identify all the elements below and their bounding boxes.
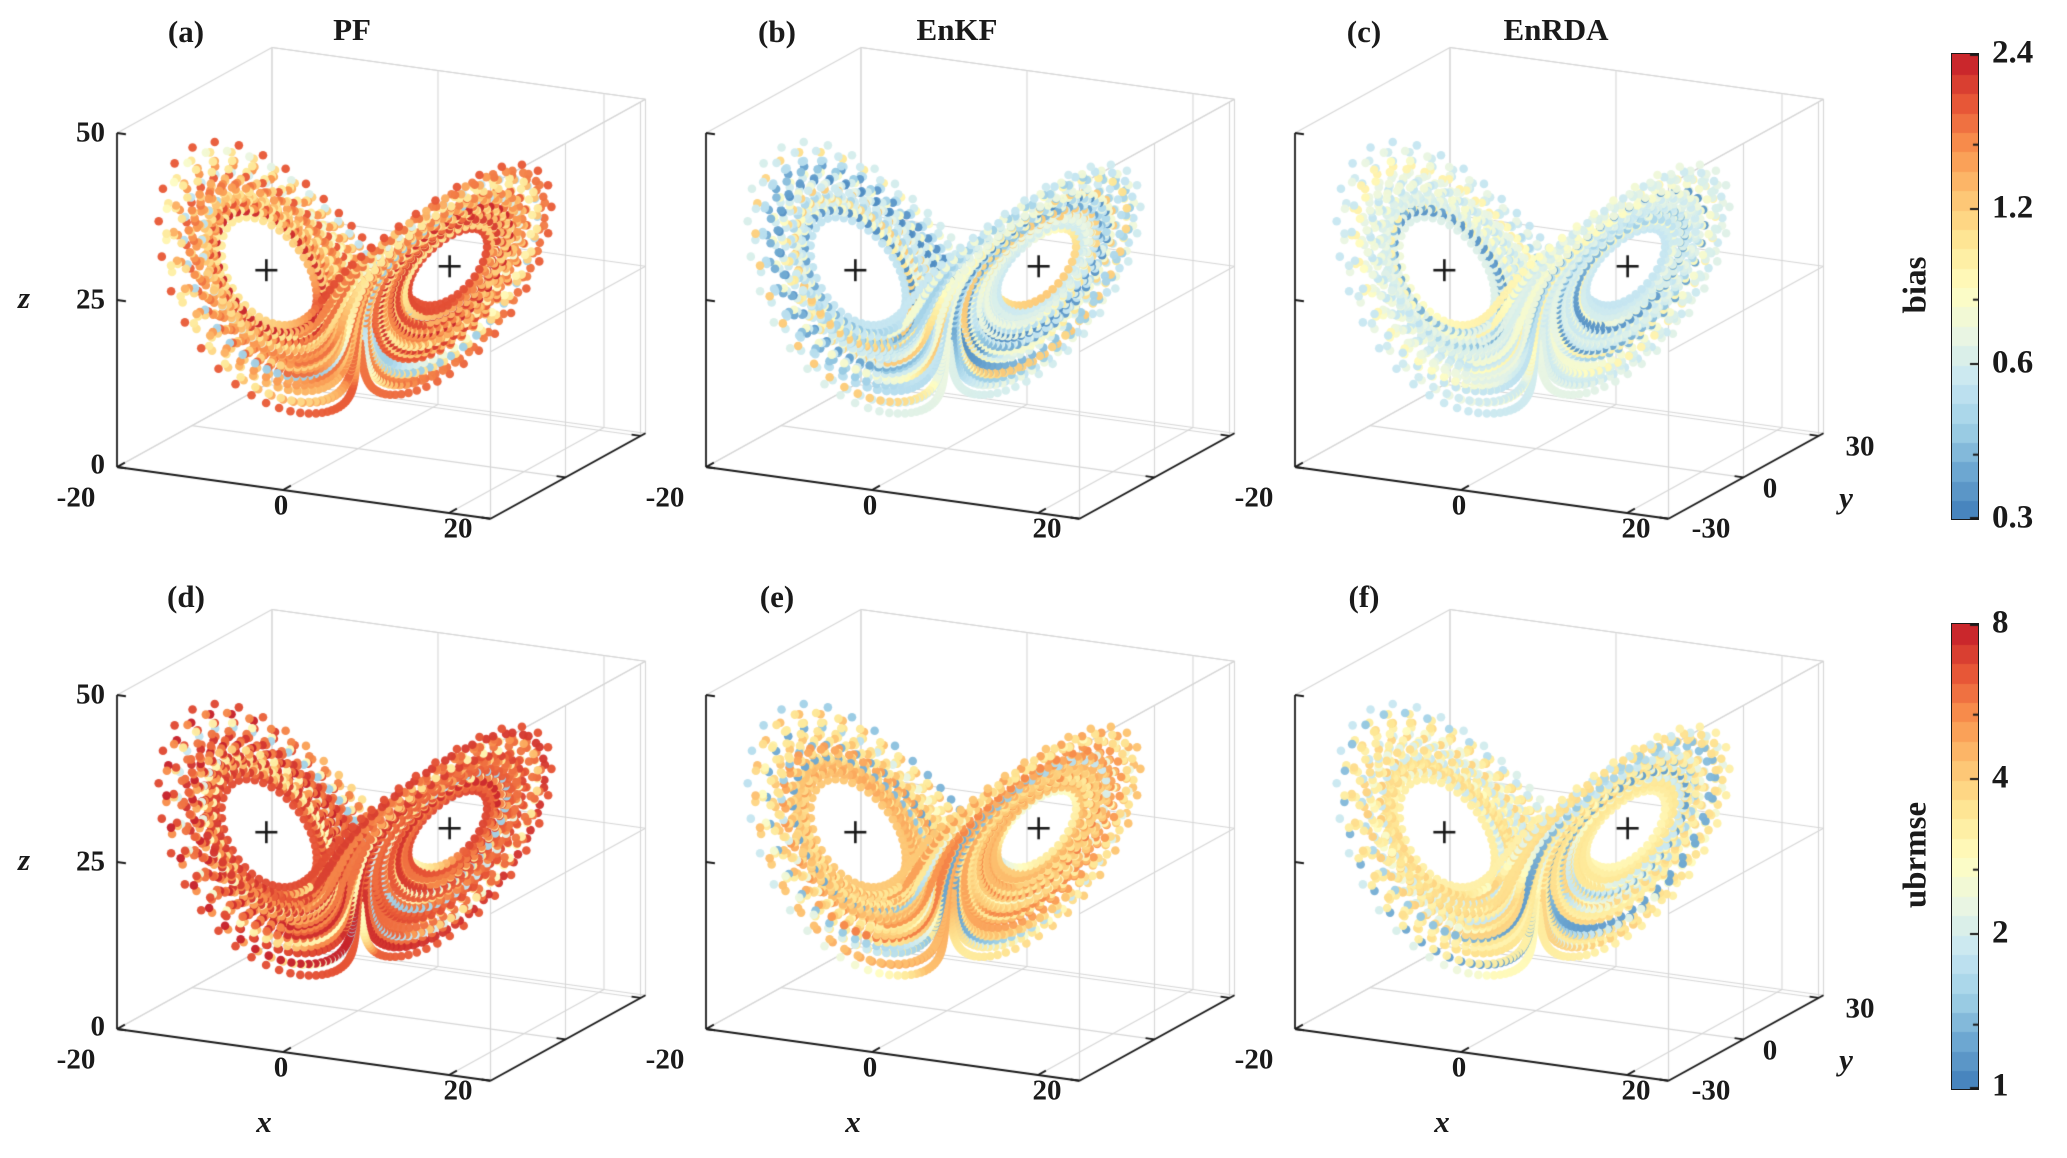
panel-f-enrda-ubrmse: (f) -20 0 20 x 30 0 -30 y: [1178, 562, 1918, 1158]
colorbar-title-bias: bias: [1897, 256, 1934, 314]
x-axis-tick-label: -20: [645, 1043, 685, 1076]
x-axis-tick-label: -20: [645, 481, 685, 514]
y-axis-label: y: [1839, 480, 1853, 515]
panel-letter: (e): [759, 579, 795, 614]
panel-c-enrda-bias: (c) EnRDA -20 0 20 30 0 -30 y: [1178, 0, 1918, 596]
colorbar-tick-label: 2.4: [1992, 34, 2034, 71]
panel-e-enkf-ubrmse: (e) -20 0 20 x: [589, 562, 1329, 1158]
x-axis-tick-label: 0: [1451, 1051, 1467, 1084]
x-axis-tick-label: 0: [273, 1051, 289, 1084]
panel-title: PF: [333, 12, 371, 47]
panel-d-pf-ubrmse: (d) 50 25 0 z -20 0 20 x: [0, 562, 740, 1158]
z-axis-tick-label: 50: [76, 678, 105, 711]
colorbar-title-ubrmse: ubrmse: [1897, 801, 1934, 909]
panel-letter: (b): [758, 14, 796, 49]
panel-b-enkf-bias: (b) EnKF -20 0 20: [589, 0, 1329, 596]
colorbar-tick-label: 4: [1992, 759, 2009, 796]
x-axis-tick-label: 20: [443, 512, 473, 545]
z-axis-label: z: [17, 280, 31, 315]
colorbar-tick-label: 2: [1992, 914, 2009, 951]
z-axis-label: z: [17, 842, 31, 877]
panel-letter: (c): [1346, 14, 1382, 49]
colorbar-tick-label: 0.6: [1992, 344, 2034, 381]
y-axis-tick-label: -30: [1691, 512, 1731, 545]
x-axis-tick-label: 20: [1032, 512, 1062, 545]
y-axis-tick-label: 30: [1845, 992, 1875, 1025]
panel-a-pf-bias: (a) PF 50 25 0 z -20 0 20: [0, 0, 740, 596]
panel-letter: (f): [1348, 579, 1380, 614]
colorbar-tick-label: 1: [1992, 1067, 2009, 1104]
y-axis-tick-label: 30: [1845, 430, 1875, 463]
x-axis-tick-label: 0: [1451, 489, 1467, 522]
z-axis-tick-label: 0: [90, 1010, 106, 1043]
z-axis-tick-label: 0: [90, 448, 106, 481]
panel-letter: (d): [167, 579, 205, 614]
panel-letter: (a): [167, 14, 205, 49]
y-axis-tick-label: 0: [1762, 472, 1778, 505]
scatter-plot-canvas-c: [1178, 0, 1918, 562]
x-axis-tick-label: -20: [56, 1043, 96, 1076]
z-axis-tick-label: 25: [76, 283, 105, 316]
colorbar-tick-label: 1.2: [1992, 189, 2034, 226]
panel-title: EnKF: [916, 12, 998, 47]
x-axis-tick-label: -20: [56, 481, 96, 514]
x-axis-tick-label: 0: [862, 1051, 878, 1084]
x-axis-tick-label: 0: [273, 489, 289, 522]
x-axis-tick-label: -20: [1234, 481, 1274, 514]
colorbar-ubrmse: [1951, 623, 1979, 1090]
x-axis-tick-label: 20: [1032, 1074, 1062, 1107]
z-axis-tick-label: 50: [76, 116, 105, 149]
x-axis-tick-label: -20: [1234, 1043, 1274, 1076]
colorbar-tick-label: 0.3: [1992, 499, 2034, 536]
y-axis-tick-label: 0: [1762, 1034, 1778, 1067]
y-axis-tick-label: -30: [1691, 1074, 1731, 1107]
x-axis-tick-label: 20: [1621, 512, 1651, 545]
x-axis-tick-label: 20: [443, 1074, 473, 1107]
z-axis-tick-label: 25: [76, 845, 105, 878]
y-axis-label: y: [1839, 1042, 1853, 1077]
x-axis-label: x: [256, 1104, 272, 1139]
x-axis-tick-label: 0: [862, 489, 878, 522]
x-axis-label: x: [1434, 1104, 1450, 1139]
x-axis-label: x: [845, 1104, 861, 1139]
x-axis-tick-label: 20: [1621, 1074, 1651, 1107]
colorbar-tick-label: 8: [1992, 604, 2009, 641]
scatter-plot-canvas-f: [1178, 562, 1918, 1124]
colorbar-bias: [1951, 53, 1979, 520]
panel-title: EnRDA: [1503, 12, 1609, 47]
